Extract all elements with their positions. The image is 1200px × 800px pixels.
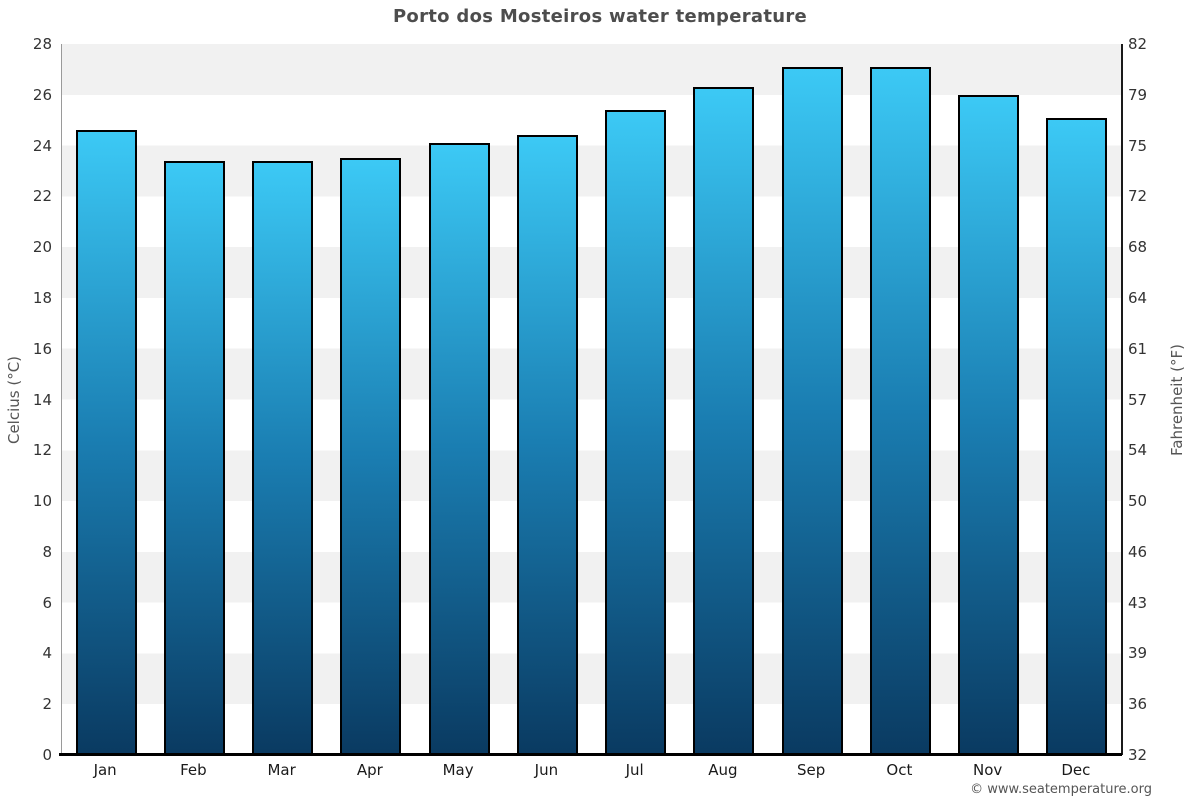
y-tick-celsius-28: 28 <box>32 35 52 53</box>
y-tick-celsius-24: 24 <box>32 136 52 155</box>
y-axis-fahrenheit: 32 36 39 43 46 50 54 57 61 64 68 72 75 79 82 <box>1128 36 1188 763</box>
bar-apr <box>340 158 402 755</box>
bar-slot-dec <box>1033 44 1121 755</box>
bar-aug <box>693 87 755 755</box>
bar-slot-nov <box>945 44 1033 755</box>
y-axis-title-fahrenheit: Fahrenheit (°F) <box>1168 344 1186 456</box>
y-tick-fahrenheit-82: 82 <box>1128 35 1148 53</box>
y-tick-fahrenheit-79: 79 <box>1128 85 1148 104</box>
y-tick-celsius-22: 22 <box>32 187 52 206</box>
bar-sep <box>781 66 843 755</box>
x-tick-sep: Sep <box>796 761 826 779</box>
y-tick-fahrenheit-39: 39 <box>1128 644 1148 663</box>
y-tick-fahrenheit-50: 50 <box>1128 492 1148 511</box>
x-tick-nov: Nov <box>972 761 1003 779</box>
y-tick-celsius-2: 2 <box>42 695 52 714</box>
bar-feb <box>163 160 225 755</box>
bar-slot-aug <box>680 44 768 755</box>
bar-slot-jul <box>592 44 680 755</box>
y-tick-celsius-20: 20 <box>32 238 52 257</box>
x-tick-feb: Feb <box>180 761 207 779</box>
y-tick-celsius-26: 26 <box>32 85 52 104</box>
x-tick-apr: Apr <box>356 761 383 779</box>
y-tick-fahrenheit-43: 43 <box>1128 593 1148 612</box>
x-tick-aug: Aug <box>708 761 738 779</box>
bar-slot-jan <box>62 44 150 755</box>
bar-dec <box>1046 117 1108 755</box>
y-tick-celsius-6: 6 <box>42 593 52 612</box>
y-tick-celsius-10: 10 <box>32 492 52 511</box>
x-tick-may: May <box>442 761 474 779</box>
y-tick-fahrenheit-72: 72 <box>1128 187 1148 206</box>
y-tick-fahrenheit-46: 46 <box>1128 542 1148 561</box>
bar-jan <box>75 130 137 755</box>
bar-slot-sep <box>768 44 856 755</box>
y-tick-celsius-0: 0 <box>42 746 52 764</box>
x-axis-months: Jan Feb Mar Apr May Jun Jul Aug Sep Oct Nov Dec <box>61 761 1120 779</box>
bar-nov <box>958 94 1020 755</box>
bar-series <box>62 44 1121 755</box>
bar-slot-jun <box>503 44 591 755</box>
y-tick-fahrenheit-61: 61 <box>1128 339 1148 358</box>
x-tick-mar: Mar <box>267 761 296 779</box>
x-tick-oct: Oct <box>886 761 913 779</box>
y-tick-fahrenheit-75: 75 <box>1128 136 1148 155</box>
y-tick-celsius-4: 4 <box>42 644 52 663</box>
y-tick-celsius-12: 12 <box>32 441 52 460</box>
bar-slot-may <box>415 44 503 755</box>
y-tick-celsius-8: 8 <box>42 542 52 561</box>
bar-jul <box>605 110 667 755</box>
y-axis-celsius: 0 2 4 6 8 10 12 14 16 18 20 22 24 26 28 <box>0 36 52 763</box>
bar-slot-feb <box>150 44 238 755</box>
watermark-credit: © www.seatemperature.org <box>970 782 1152 797</box>
y-tick-celsius-14: 14 <box>32 390 52 409</box>
bar-slot-oct <box>856 44 944 755</box>
bar-mar <box>252 160 314 755</box>
plot-area <box>61 44 1123 755</box>
bar-jun <box>516 135 578 755</box>
y-tick-fahrenheit-57: 57 <box>1128 390 1148 409</box>
bar-slot-apr <box>327 44 415 755</box>
y-tick-fahrenheit-32: 32 <box>1128 746 1148 764</box>
x-axis-line <box>59 753 1122 756</box>
y-tick-fahrenheit-54: 54 <box>1128 441 1148 460</box>
y-tick-fahrenheit-64: 64 <box>1128 288 1148 307</box>
bar-slot-mar <box>239 44 327 755</box>
y-axis-title-celsius: Celcius (°C) <box>5 355 23 445</box>
x-tick-dec: Dec <box>1061 761 1091 779</box>
y-tick-celsius-18: 18 <box>32 288 52 307</box>
y-tick-fahrenheit-36: 36 <box>1128 695 1148 714</box>
chart-title: Porto dos Mosteiros water temperature <box>392 6 808 27</box>
y-tick-celsius-16: 16 <box>32 339 52 358</box>
bar-may <box>428 143 490 755</box>
y-tick-fahrenheit-68: 68 <box>1128 238 1148 257</box>
x-tick-jun: Jun <box>534 761 559 779</box>
x-tick-jul: Jul <box>625 761 644 779</box>
x-tick-jan: Jan <box>93 761 117 779</box>
bar-oct <box>869 66 931 755</box>
